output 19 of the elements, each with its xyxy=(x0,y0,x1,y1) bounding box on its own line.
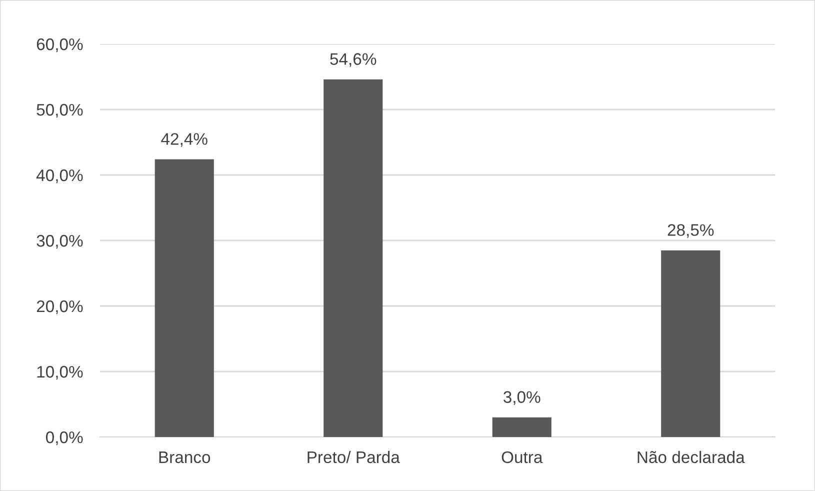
data-label: 3,0% xyxy=(504,391,540,405)
x-tick-label: Branco xyxy=(159,452,210,464)
bar xyxy=(661,250,720,437)
y-tick-label: 60,0% xyxy=(36,38,83,52)
y-tick-label: 20,0% xyxy=(36,300,83,314)
x-tick-label: Preto/ Parda xyxy=(308,450,400,464)
data-label: 42,4% xyxy=(161,133,208,147)
data-label: 54,6% xyxy=(330,53,376,67)
bar xyxy=(492,417,552,437)
bar xyxy=(154,159,214,437)
y-tick-label: 30,0% xyxy=(36,234,83,249)
y-tick-label: 40,0% xyxy=(36,169,83,184)
x-tick-label: Não declarada xyxy=(638,450,745,464)
x-tick-label: Outra xyxy=(502,451,543,464)
y-tick-label: 0,0% xyxy=(46,431,83,446)
y-tick-label: 10,0% xyxy=(37,366,83,380)
y-tick-label: 50,0% xyxy=(36,104,83,118)
data-label: 28,5% xyxy=(668,224,714,238)
bar xyxy=(324,79,383,437)
